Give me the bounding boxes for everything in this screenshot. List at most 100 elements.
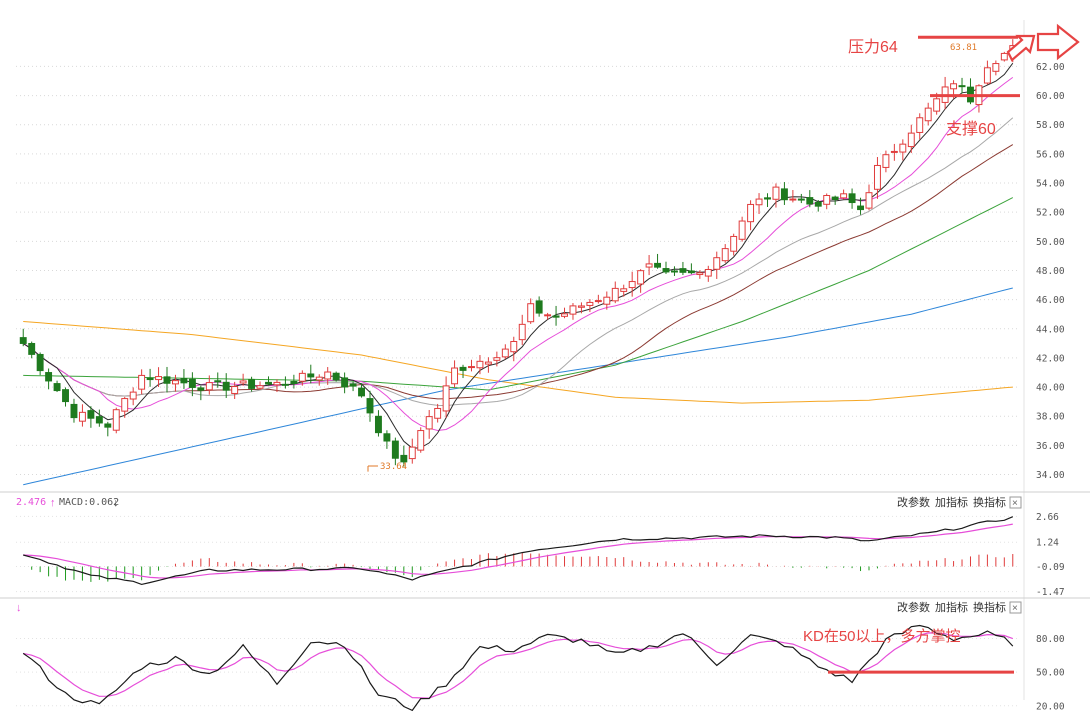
- candle-body: [366, 398, 374, 414]
- candle-body: [857, 205, 864, 211]
- candle-body: [696, 272, 704, 276]
- candle-body: [780, 188, 788, 201]
- candle-body: [924, 107, 932, 122]
- kd-annotation: KD在50以上，多方掌控: [803, 628, 961, 645]
- candle-body: [451, 367, 459, 385]
- candle-body: [112, 409, 120, 431]
- candle-body: [408, 446, 416, 460]
- candle-body: [222, 381, 230, 391]
- price-tick-label: 44.00: [1036, 324, 1065, 335]
- candle-body: [958, 85, 966, 88]
- candle-body: [239, 380, 247, 384]
- candle-body: [434, 407, 442, 419]
- candle-body: [315, 376, 323, 381]
- macd-add-indicator-button[interactable]: 加指标: [935, 495, 968, 509]
- candle-body: [645, 263, 653, 268]
- candle-body: [180, 378, 188, 384]
- candle-body: [172, 380, 179, 385]
- candle-body: [569, 305, 577, 315]
- candle-body: [544, 314, 552, 317]
- candle-body: [62, 389, 69, 403]
- candle-body: [374, 415, 382, 434]
- kd-close-button[interactable]: [1009, 601, 1022, 614]
- candle-body: [772, 186, 780, 200]
- macd-close-icon: ×: [1012, 498, 1018, 509]
- candle-body: [358, 387, 365, 397]
- arrow-right-icon: [1036, 23, 1080, 61]
- kd-switch-indicator-button[interactable]: 换指标: [973, 600, 1006, 614]
- candle-body: [138, 374, 146, 390]
- kd-down-arrow-icon: ↓: [16, 602, 22, 614]
- candle-body: [586, 301, 594, 306]
- price-annotations: [367, 35, 1020, 472]
- low-marker-label: 33.64: [380, 462, 407, 472]
- candle-body: [400, 454, 408, 463]
- candle-body: [738, 220, 746, 240]
- candle-body: [848, 193, 856, 204]
- candle-body: [391, 440, 399, 459]
- candle-body: [603, 296, 611, 305]
- candle-body: [129, 391, 137, 400]
- macd-modify-params-button[interactable]: 改参数: [897, 495, 930, 509]
- candle-body: [188, 378, 196, 388]
- macd-close-button[interactable]: [1009, 496, 1022, 509]
- candle-body: [814, 201, 822, 207]
- candle-body: [383, 433, 391, 442]
- price-grid: [16, 65, 1020, 476]
- macd-switch-indicator-button[interactable]: 换指标: [973, 495, 1006, 509]
- ma10-line: [22, 76, 1014, 432]
- candle-body: [687, 270, 695, 274]
- resistance-label: 压力64: [848, 38, 898, 56]
- candle-body: [527, 303, 535, 323]
- candle-body: [806, 197, 814, 205]
- candle-body: [992, 63, 1000, 72]
- candle-body: [155, 376, 163, 381]
- candle-body: [561, 313, 568, 317]
- kd-tick-label: 20.00: [1036, 701, 1065, 712]
- macd-tick-label: -0.09: [1036, 562, 1065, 573]
- candle-body: [281, 383, 289, 386]
- candle-body: [679, 268, 687, 273]
- candle-body: [501, 348, 509, 358]
- candle-body: [831, 196, 839, 201]
- candle-body: [265, 381, 272, 385]
- moving-average-lines: [22, 62, 1014, 486]
- kd-modify-params-button[interactable]: 改参数: [897, 600, 930, 614]
- price-tick-label: 42.00: [1036, 353, 1065, 364]
- candle-body: [493, 357, 501, 361]
- candle-body: [721, 248, 729, 262]
- candle-body: [899, 143, 907, 153]
- macd-up-arrow-icon: ↑: [50, 497, 56, 509]
- candle-body: [840, 193, 848, 199]
- price-tick-label: 60.00: [1036, 91, 1065, 102]
- candle-body: [273, 381, 281, 386]
- candle-body: [535, 300, 543, 314]
- candle-body: [654, 262, 662, 268]
- candlesticks: [19, 39, 1017, 467]
- kd-panel: 80.00 50.00 20.00: [16, 624, 1065, 712]
- kd-close-icon: ×: [1012, 603, 1018, 614]
- macd-header-value: 2.476: [16, 497, 46, 508]
- candle-body: [290, 380, 298, 385]
- candle-body: [510, 340, 518, 353]
- kd-tick-label: 50.00: [1036, 668, 1065, 679]
- candle-body: [256, 385, 264, 389]
- price-tick-label: 50.00: [1036, 237, 1065, 248]
- macd-tick-label: 1.24: [1036, 538, 1059, 549]
- price-tick-label: 54.00: [1036, 179, 1065, 190]
- candle-body: [36, 353, 44, 372]
- candle-body: [425, 416, 433, 430]
- candle-body: [882, 154, 890, 168]
- price-tick-label: 52.00: [1036, 208, 1065, 219]
- candle-body: [45, 372, 53, 382]
- candle-body: [797, 198, 805, 201]
- candle-body: [146, 377, 154, 381]
- candle-body: [95, 416, 103, 424]
- macd-tick-label: -1.47: [1036, 587, 1065, 598]
- kd-add-indicator-button[interactable]: 加指标: [935, 600, 968, 614]
- macd-header-label: MACD:0.062: [59, 497, 119, 508]
- candle-body: [671, 270, 678, 273]
- kd-k-line: [22, 624, 1014, 712]
- price-tick-label: 48.00: [1036, 266, 1065, 277]
